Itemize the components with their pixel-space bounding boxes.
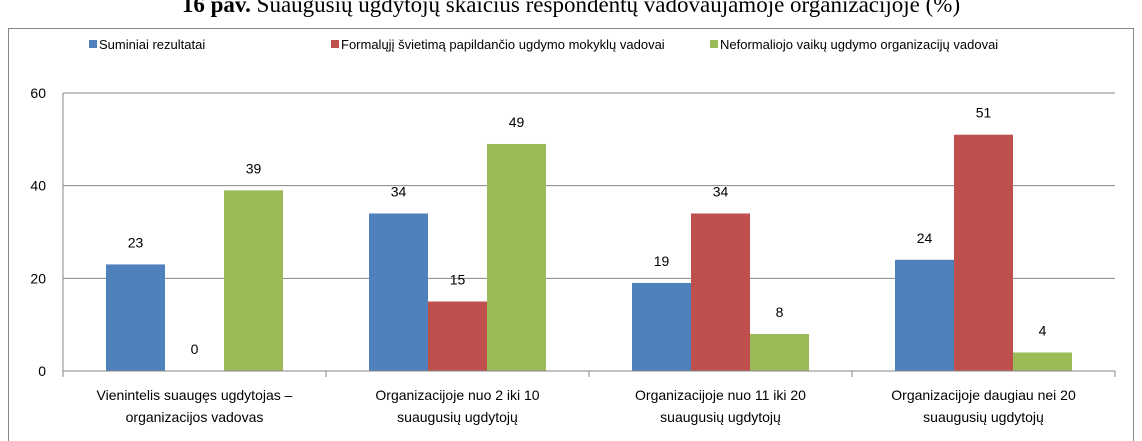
y-tick-label: 60 — [30, 85, 46, 101]
title-text: Suaugusių ugdytojų skaičius respondentų … — [257, 0, 960, 17]
bar — [487, 143, 546, 371]
legend-swatch — [89, 40, 97, 48]
value-label: 8 — [776, 304, 784, 320]
bar — [691, 213, 750, 371]
bar — [224, 190, 283, 371]
bar — [750, 333, 809, 371]
x-tick-label: Vienintelis suaugęs ugdytojas – — [97, 387, 293, 403]
value-label: 51 — [976, 105, 992, 121]
value-label: 39 — [246, 160, 262, 176]
x-tick-label: suaugusių ugdytojų — [660, 409, 781, 425]
chart-title: 16 pav. Suaugusių ugdytojų skaičius resp… — [182, 0, 960, 17]
value-label: 19 — [654, 253, 670, 269]
x-tick-label: suaugusių ugdytojų — [397, 409, 518, 425]
value-label: 34 — [713, 183, 729, 199]
y-tick-label: 40 — [30, 178, 46, 194]
value-label: 0 — [191, 341, 199, 357]
value-label: 24 — [917, 230, 933, 246]
bar — [632, 282, 691, 371]
x-tick-label: Organizacijoje daugiau nei 20 — [891, 387, 1076, 403]
bar — [428, 301, 487, 371]
legend-label: Neformaliojo vaikų ugdymo organizacijų v… — [720, 37, 998, 52]
legend: Suminiai rezultatai Formalųjį švietimą pa… — [89, 37, 998, 52]
value-label: 15 — [450, 272, 466, 288]
x-tick-label: Organizacijoje nuo 11 iki 20 — [635, 387, 806, 403]
bar — [369, 213, 428, 371]
legend-swatch — [331, 40, 339, 48]
legend-swatch — [710, 40, 718, 48]
value-label: 4 — [1039, 322, 1047, 338]
value-label: 23 — [128, 234, 144, 250]
legend-label: Suminiai rezultatai — [99, 37, 205, 52]
y-tick-label: 20 — [30, 270, 46, 286]
x-tick-label: Organizacijoje nuo 2 iki 10 — [375, 387, 539, 403]
bar — [106, 264, 165, 371]
bar — [1013, 352, 1072, 371]
x-tick-label: suaugusių ugdytojų — [923, 409, 1044, 425]
bar — [895, 259, 954, 371]
y-tick-label: 0 — [38, 363, 46, 379]
value-label: 34 — [391, 183, 407, 199]
title-prefix: 16 pav. — [182, 0, 251, 17]
legend-label: Formalųjį švietimą papildančio ugdymo mo… — [341, 37, 665, 52]
bar — [954, 134, 1013, 371]
chart-border — [8, 28, 1134, 441]
x-tick-label: organizacijos vadovas — [126, 409, 264, 425]
value-label: 49 — [509, 114, 525, 130]
